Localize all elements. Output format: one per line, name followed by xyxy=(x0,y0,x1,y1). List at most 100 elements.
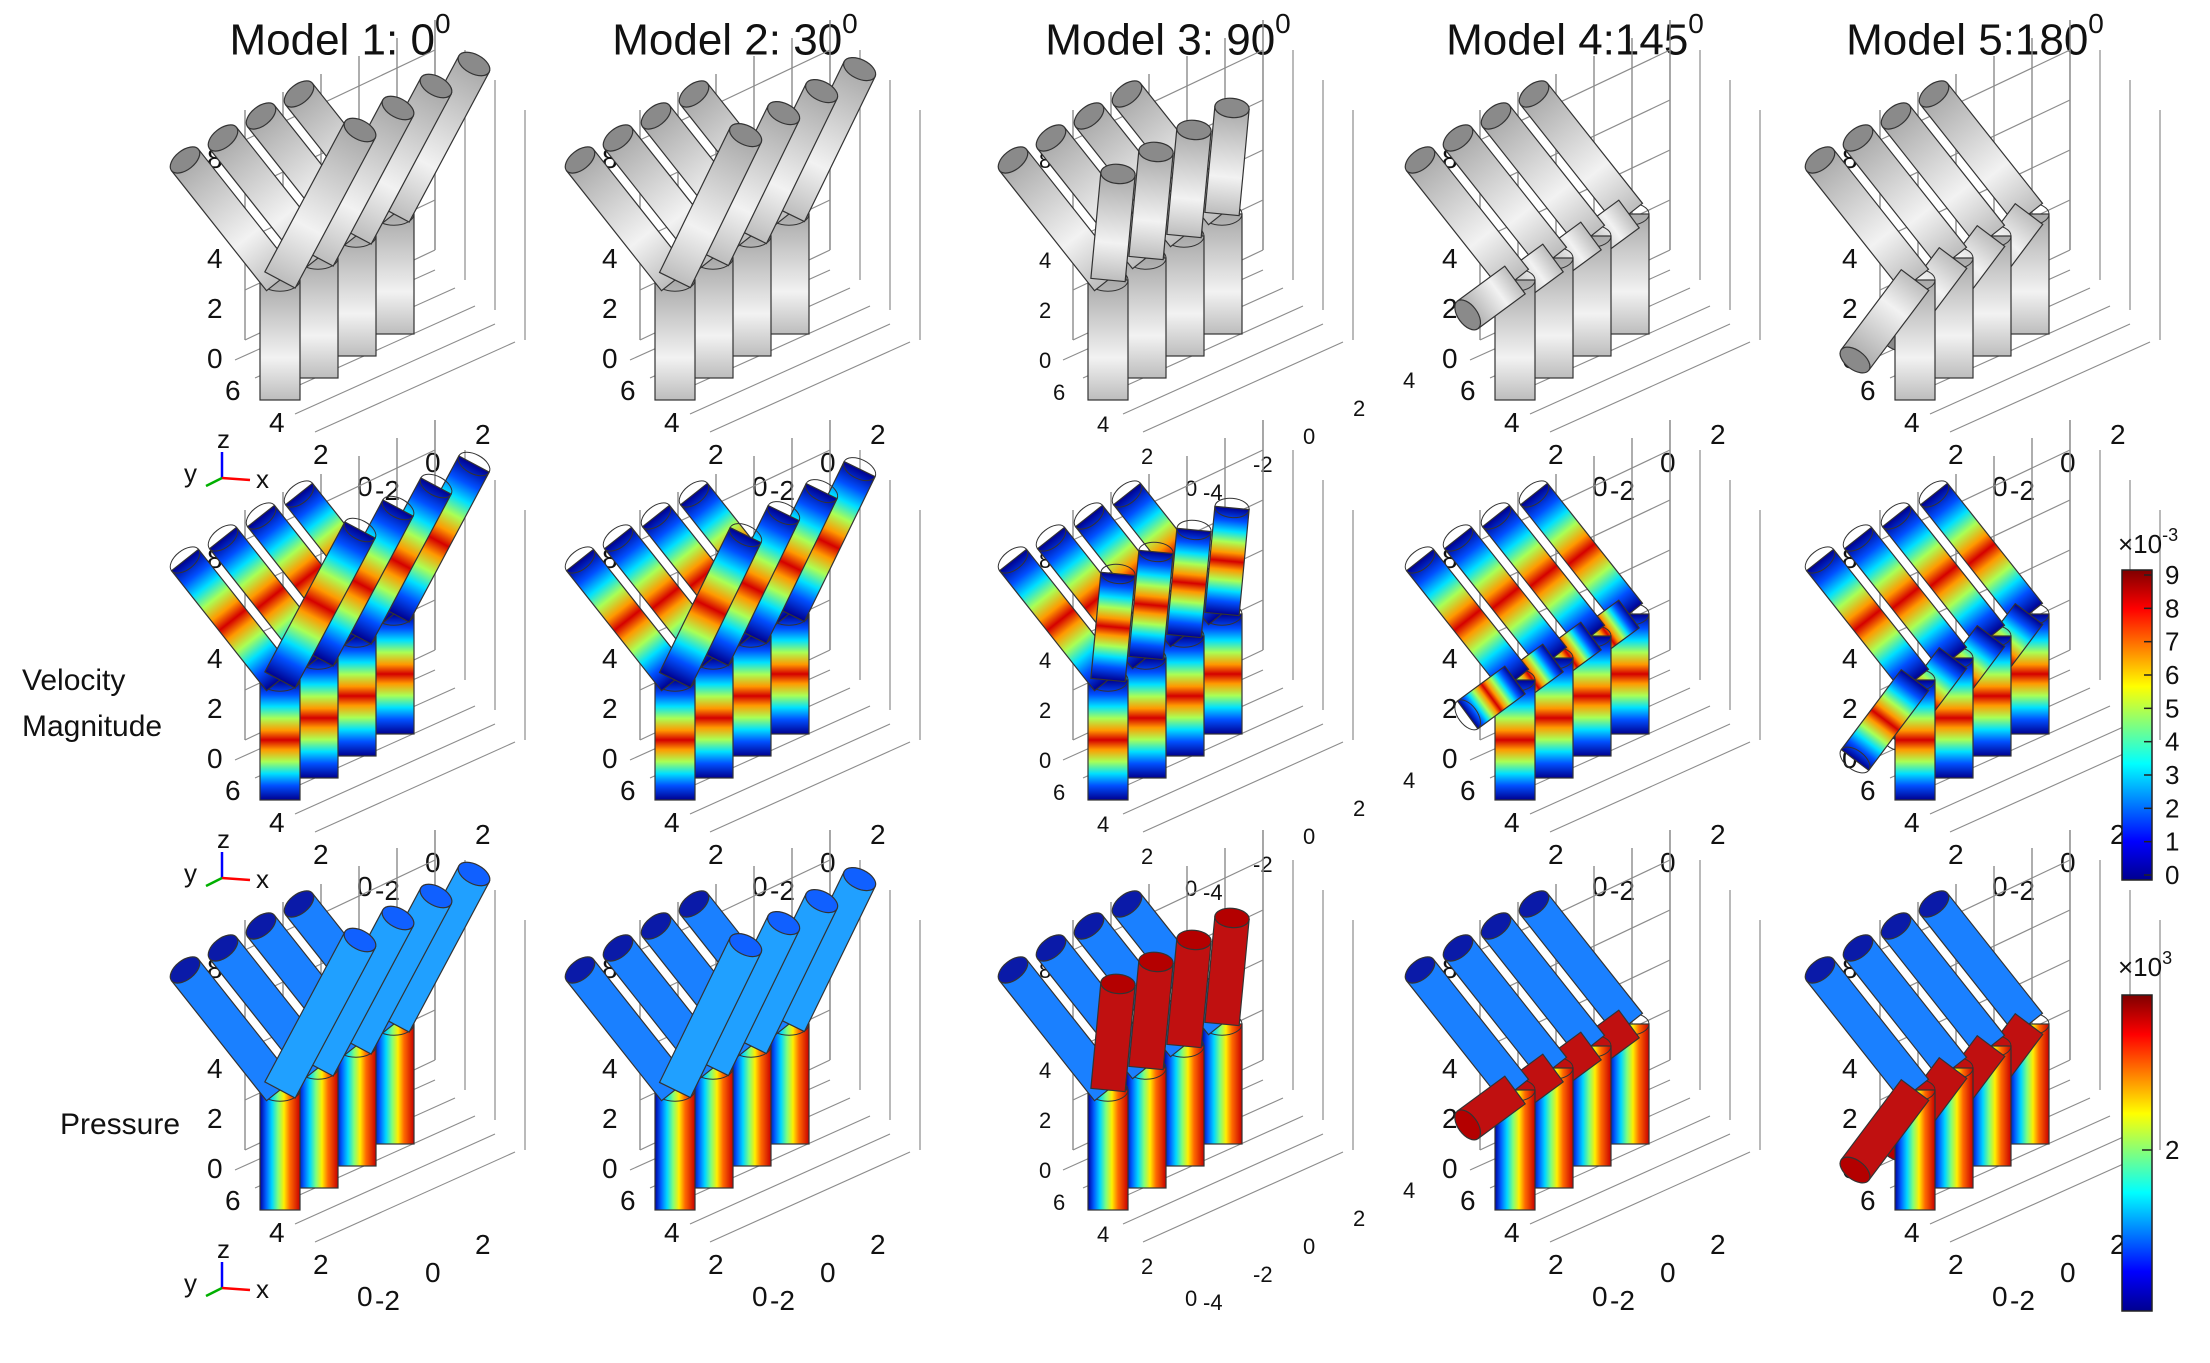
x-tick-label: 0 xyxy=(425,847,441,878)
x-tick-label: 2 xyxy=(870,1229,886,1260)
branch-right-1-3-0 xyxy=(1454,665,1527,731)
x-tick-label: 0 xyxy=(1303,424,1315,449)
velocity-colorbar-bar xyxy=(2121,569,2153,881)
z-tick-label: 4 xyxy=(1039,1058,1051,1083)
branch-right-1-0-1-outline xyxy=(381,495,415,521)
y-tick-label: 0 xyxy=(1992,471,2008,502)
x-tick-label: -2 xyxy=(1253,1262,1273,1287)
branch-left-2-4-3-cap xyxy=(1918,890,1950,918)
panel-r1-c4: 024686420-202 xyxy=(1404,20,1761,506)
branch-right-2-1-3-cap xyxy=(842,867,877,892)
z-tick-label: 0 xyxy=(1442,1153,1458,1184)
branch-left-0-0-0 xyxy=(169,146,295,292)
z-tick-label: 2 xyxy=(1842,693,1858,724)
panel-r2-c5: 024686420-202 xyxy=(1804,420,2161,906)
z-tick-label: 4 xyxy=(602,643,618,674)
axis-triad: zx y xyxy=(184,1234,269,1304)
branch-right-2-1-0-cap xyxy=(728,933,763,958)
y-tick-label: 6 xyxy=(620,775,636,806)
y-tick-label: 0 xyxy=(1592,871,1608,902)
x-tick-label: -4 xyxy=(1203,1290,1223,1315)
x-tick-label: 4 xyxy=(1403,368,1415,393)
branch-right-1-2-0-outline xyxy=(1100,563,1136,585)
y-tick-label: 6 xyxy=(225,1185,241,1216)
velocity-colorbar-tick-label: 1 xyxy=(2165,827,2179,857)
trunk-2-2-0-body xyxy=(1087,1089,1129,1211)
y-tick-label: 6 xyxy=(1860,375,1876,406)
z-tick-label: 2 xyxy=(1039,298,1051,323)
z-tick-label: 0 xyxy=(207,343,223,374)
x-tick-label: 0 xyxy=(1303,824,1315,849)
y-tick-label: 6 xyxy=(225,775,241,806)
grid-line xyxy=(1549,1151,1751,1243)
branch-right-1-2-0-body xyxy=(1090,571,1136,683)
y-tick-label: 0 xyxy=(357,471,373,502)
z-tick-label: 0 xyxy=(602,1153,618,1184)
grid-line xyxy=(1949,1151,2151,1243)
trunk-1-2-3-body xyxy=(1201,613,1243,735)
z-tick-label: 4 xyxy=(1842,643,1858,674)
y-tick-label: 6 xyxy=(1053,380,1065,405)
triad-z-label: z xyxy=(217,1234,230,1264)
branch-left-2-0-2-cap xyxy=(245,912,277,940)
z-tick-label: 2 xyxy=(602,1103,618,1134)
velocity-colorbar-tick-label: 3 xyxy=(2165,760,2179,790)
x-tick-label: 2 xyxy=(1353,396,1365,421)
z-tick-label: 0 xyxy=(602,743,618,774)
branch-left-2-2-1-cap xyxy=(1035,934,1067,962)
row-label-pressure: Pressure xyxy=(60,1102,180,1148)
z-tick-label: 2 xyxy=(1442,1103,1458,1134)
branch-right-0-1-0-cap xyxy=(728,123,763,148)
trunk-2-2-1-body xyxy=(1125,1067,1167,1189)
x-tick-label: -2 xyxy=(1610,1285,1635,1316)
trunk-1-0-2-body xyxy=(335,635,377,757)
column-title-1-text: Model 1: 0 xyxy=(229,15,435,65)
grid-line xyxy=(1929,1133,2131,1225)
trunk-2-0-0-body xyxy=(259,1089,301,1211)
branch-right-0-0-0-cap xyxy=(343,117,377,143)
triad-x-label: x xyxy=(256,464,269,494)
x-tick-label: 2 xyxy=(1710,419,1726,450)
x-tick-label: 2 xyxy=(1710,819,1726,850)
grid-line xyxy=(1142,741,1344,833)
y-tick-label: 4 xyxy=(1504,807,1520,838)
grid-line xyxy=(294,723,496,815)
branch-right-1-2-3 xyxy=(1204,497,1250,617)
panel-r3-c1: 024686420-202 xyxy=(169,830,526,1316)
branch-left-0-2-2-cap xyxy=(1073,102,1105,130)
branch-left-1-2-3-outline xyxy=(1111,480,1143,508)
branch-right-0-1-0 xyxy=(658,123,763,289)
z-tick-label: 2 xyxy=(207,293,223,324)
z-tick-label: 2 xyxy=(1842,293,1858,324)
grid-line xyxy=(1949,741,2151,833)
column-title-2: Model 2: 300 xyxy=(612,8,858,66)
pressure-colorbar-exponent: ×103 xyxy=(2118,948,2172,982)
grid-line xyxy=(1529,323,1731,415)
branch-right-0-0-1 xyxy=(302,95,415,267)
x-tick-label: -4 xyxy=(1203,480,1223,505)
trunk-0-2-3-body xyxy=(1201,213,1243,335)
y-tick-label: 6 xyxy=(225,375,241,406)
velocity-colorbar-exponent: ×10-3 xyxy=(2118,525,2178,559)
trunk-0-1-3-body xyxy=(768,213,810,335)
grid-line xyxy=(314,741,516,833)
trunk-1-2-1-body xyxy=(1125,657,1167,779)
trunk-1-0-3-body xyxy=(373,613,415,735)
triad-x-arrow xyxy=(221,1286,251,1292)
z-tick-label: 0 xyxy=(1039,348,1051,373)
branch-left-0-0-1-cap xyxy=(207,124,239,152)
branch-right-0-2-0-cap xyxy=(1100,163,1136,185)
branch-right-2-0-2 xyxy=(340,883,453,1055)
grid-line xyxy=(689,323,891,415)
branch-left-2-2-0-cap xyxy=(997,956,1029,984)
branch-left-0-2-3-cap xyxy=(1111,80,1143,108)
branch-right-1-1-1-outline xyxy=(767,501,801,526)
grid-line xyxy=(1529,1133,1731,1225)
z-tick-label: 4 xyxy=(207,243,223,274)
branch-left-0-2-0-cap xyxy=(997,146,1029,174)
branch-left-2-0-0-cap xyxy=(169,956,201,984)
triad-x-label: x xyxy=(256,1274,269,1304)
y-tick-label: 6 xyxy=(1860,1185,1876,1216)
branch-right-2-3-0-cap xyxy=(1454,1109,1482,1141)
branch-right-2-2-3-cap xyxy=(1214,907,1250,929)
